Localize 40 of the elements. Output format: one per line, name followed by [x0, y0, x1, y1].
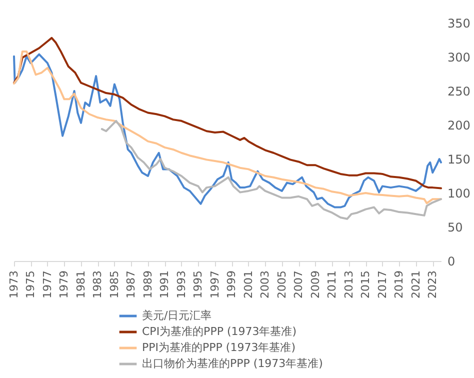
y-tick-label: 50	[448, 220, 463, 234]
x-tick-label: 2019	[392, 270, 406, 298]
y-tick-label: 150	[448, 152, 470, 166]
y-tick-label: 200	[448, 118, 470, 132]
x-tick-label: 2009	[308, 270, 322, 298]
x-tick-label: 1979	[58, 270, 71, 298]
x-tick-label: 1995	[192, 270, 205, 298]
line-series	[100, 120, 442, 220]
x-tick-label: 1987	[124, 270, 138, 298]
y-tick-label: 300	[448, 50, 470, 64]
line-series	[13, 36, 442, 190]
x-tick-label: 1975	[24, 270, 38, 298]
x-tick-label: 1997	[208, 270, 222, 298]
x-tick-label: 1981	[74, 270, 88, 298]
x-tick-label: 1993	[174, 270, 188, 298]
x-tick-label: 1973	[8, 270, 20, 298]
y-tick-label: 100	[448, 186, 470, 200]
x-tick-label: 1983	[91, 270, 104, 298]
x-tick-label: 1977	[40, 270, 54, 298]
y-tick-label: 350	[448, 16, 470, 30]
x-tick-label: 2013	[342, 270, 356, 298]
x-tick-label: 1989	[141, 270, 154, 298]
x-tick-label: 2005	[275, 270, 288, 298]
x-tick-label: 2023	[426, 270, 440, 298]
legend-label: 美元/日元汇率	[142, 309, 212, 322]
legend-label: CPI为基准的PPP (1973年基准)	[142, 325, 297, 338]
x-tick-label: 1991	[158, 270, 172, 298]
legend-label: 出口物价为基准的PPP (1973年基准)	[142, 357, 323, 370]
x-tick-label: 2017	[376, 270, 389, 298]
y-tick-label: 250	[448, 84, 470, 98]
legend-label: PPI为基准的PPP (1973年基准)	[142, 341, 296, 354]
x-tick-label: 2003	[258, 270, 272, 298]
x-tick-label: 2001	[242, 270, 255, 298]
x-tick-label: 2007	[292, 270, 306, 298]
x-tick-label: 1985	[108, 270, 121, 298]
x-tick-label: 2021	[409, 270, 422, 298]
x-tick-label: 1999	[225, 270, 238, 298]
x-tick-label: 2015	[359, 270, 372, 298]
y-tick-label: 0	[448, 254, 456, 268]
x-tick-label: 2011	[326, 270, 339, 298]
